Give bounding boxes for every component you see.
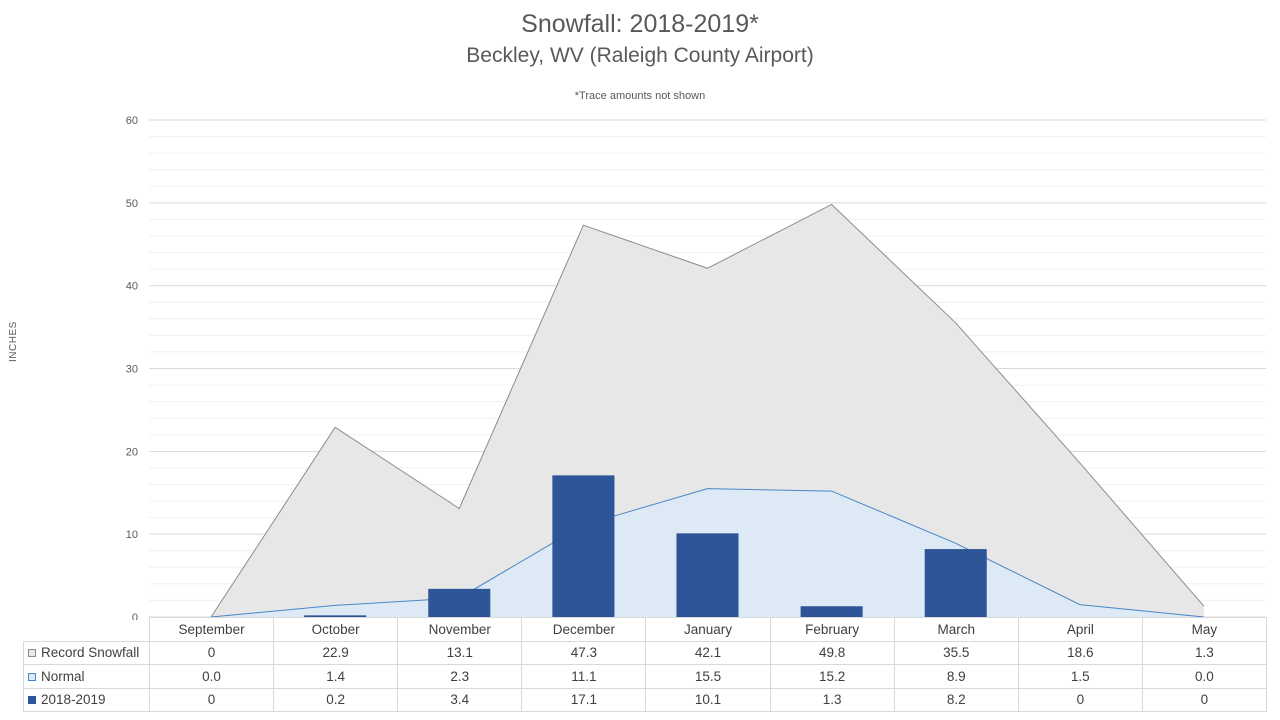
x-tick-label: March [893,617,1019,642]
x-tick-label: April [1017,617,1143,642]
chart-title: Snowfall: 2018-2019* [521,10,759,38]
data-label: 11.1 [521,664,647,689]
data-label: 10.1 [645,687,771,712]
data-label: 15.2 [769,664,895,689]
data-label: 22.9 [273,640,399,665]
data-label: 35.5 [893,640,1019,665]
data-label: 0.0 [148,664,275,689]
data-label: 2.3 [397,664,523,689]
table-row: 2018-2019 0 0.2 3.4 17.1 10.1 1.3 8.2 0 0 [23,687,1267,712]
legend-swatch-icon [28,649,36,658]
y-tick-label: 0 [132,612,138,620]
data-label: 1.3 [769,687,895,712]
x-tick-label: May [1141,617,1267,642]
legend-entry: Normal [23,664,150,689]
bar-2018-2019-october [304,615,367,617]
bar-2018-2019-november [428,588,491,617]
x-tick-label: January [645,617,771,642]
legend-swatch-icon [28,672,36,681]
bar-2018-2019-march [924,549,987,617]
data-label: 0.2 [273,687,399,712]
data-label: 1.4 [273,664,399,689]
x-tick-label: December [521,617,647,642]
series-name: Record Snowfall [41,645,140,661]
bar-2018-2019-january [676,533,739,617]
data-label: 8.2 [893,687,1019,712]
data-label: 8.9 [893,664,1019,689]
legend-swatch-icon [28,696,36,705]
data-label: 49.8 [769,640,895,665]
data-label: 47.3 [521,640,647,665]
bar-2018-2019-february [800,606,863,617]
y-tick-label: 50 [126,198,138,210]
y-axis-ticks: 0 10 20 30 40 50 60 [126,115,138,620]
data-label: 15.5 [645,664,771,689]
y-tick-label: 20 [126,446,138,458]
y-tick-label: 40 [126,281,138,293]
chart-data-table: September October November December January F… [23,617,1267,712]
data-label: 13.1 [397,640,523,665]
record-snowfall-area-fill [211,204,1204,618]
series-name: Normal [41,668,85,684]
chart-subtitle: Beckley, WV (Raleigh County Airport) [466,44,814,67]
data-label: 3.4 [397,687,523,712]
data-label: 1.5 [1017,664,1143,689]
y-tick-label: 30 [126,364,138,376]
data-label: 18.6 [1017,640,1143,665]
y-tick-label: 10 [126,529,138,541]
data-label: 0.0 [1141,664,1267,689]
bar-series [304,475,987,617]
bar-2018-2019-december [552,475,615,617]
y-tick-label: 60 [126,115,138,127]
table-corner [23,617,150,642]
x-tick-label: November [397,617,523,642]
data-label: 1.3 [1141,640,1267,665]
table-row: Record Snowfall 0 22.9 13.1 47.3 42.1 49.8 35.5… [23,640,1267,665]
x-tick-label: September [148,617,275,642]
x-tick-label: February [769,617,895,642]
data-label: 42.1 [645,640,771,665]
data-label: 0 [1017,687,1143,712]
data-label: 0 [148,640,275,665]
data-label: 17.1 [521,687,647,712]
data-label: 0 [1141,687,1267,712]
x-tick-label: October [273,617,399,642]
chart-annotation: *Trace amounts not shown [574,90,706,102]
series-name: 2018-2019 [41,692,106,708]
legend-entry: Record Snowfall [23,640,150,665]
data-label: 0 [148,687,275,712]
legend-entry: 2018-2019 [23,687,150,712]
table-row: Normal 0.0 1.4 2.3 11.1 15.5 15.2 8.9 1.5 0.0 [23,664,1267,689]
snowfall-chart: 0 10 20 30 40 50 60 [126,115,1266,620]
